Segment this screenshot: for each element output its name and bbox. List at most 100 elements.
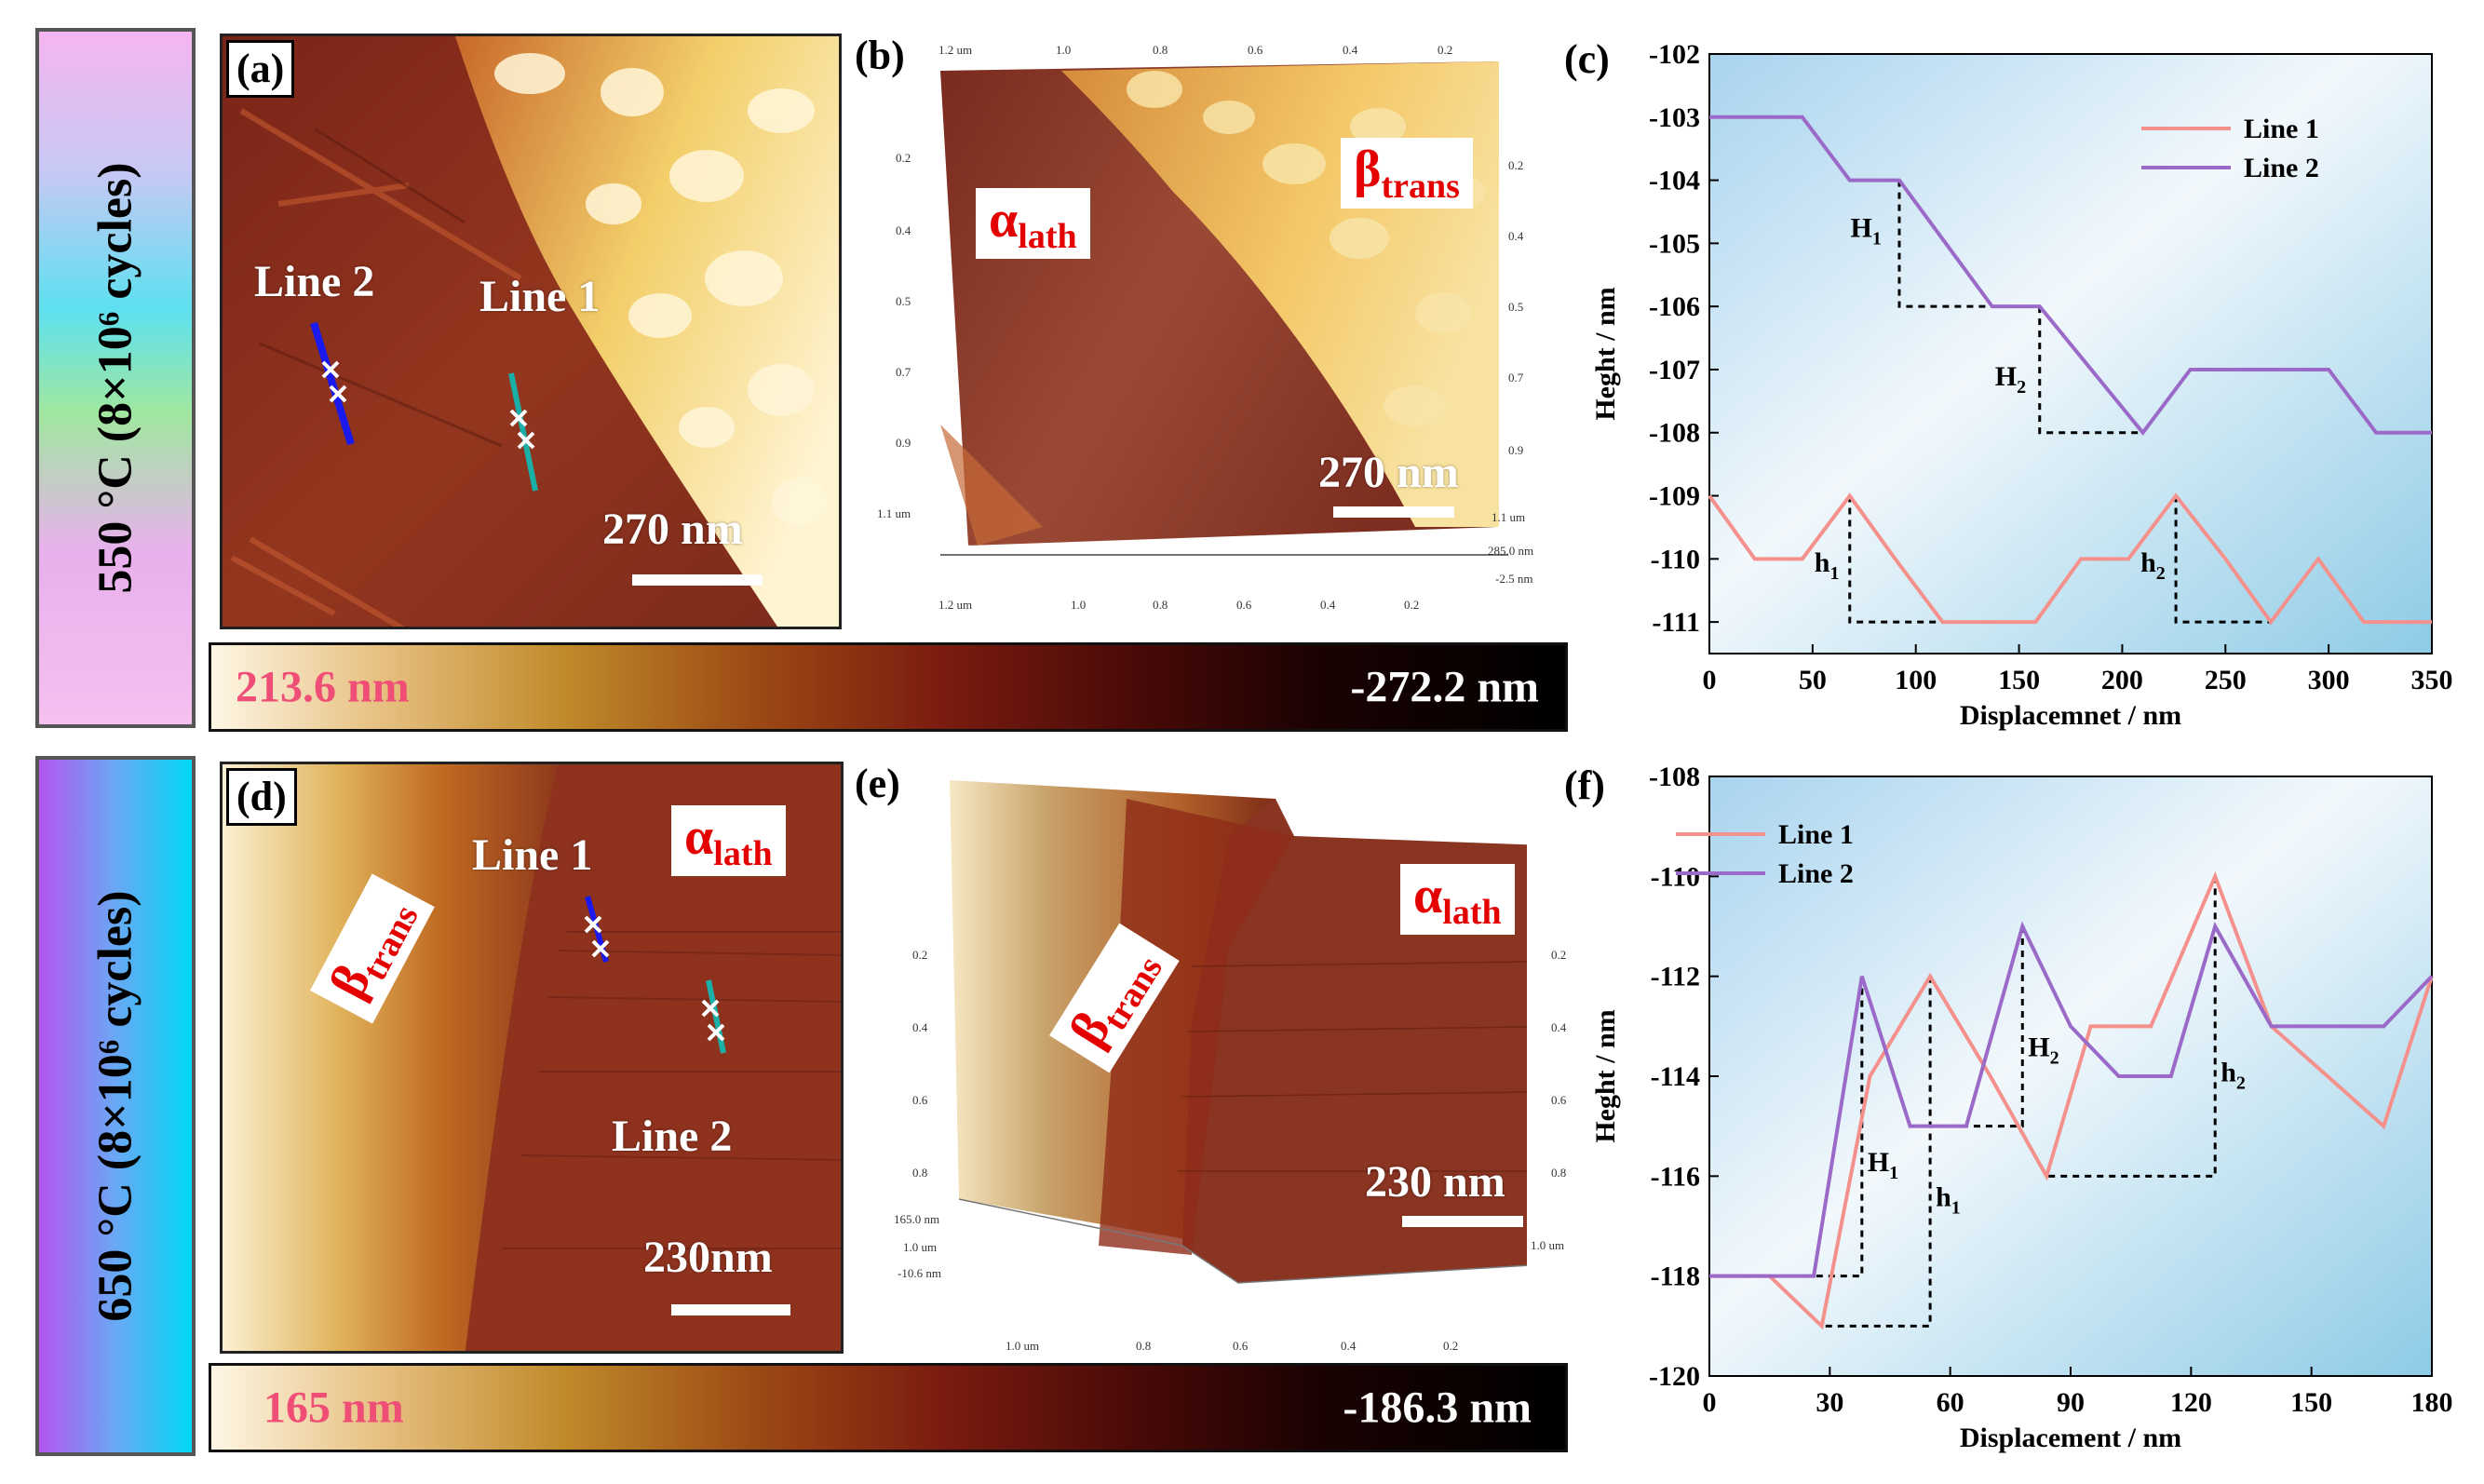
- y-tick-label: -111: [1652, 607, 1700, 638]
- x-tick-label: 30: [1816, 1387, 1843, 1418]
- axis-e-left-0: 0.2: [912, 948, 928, 962]
- panel-label-d: (d): [226, 768, 297, 826]
- alpha-sub-d: lath: [713, 834, 773, 874]
- step-guide: [2174, 495, 2272, 624]
- axis-b-bot-4: 0.4: [1320, 598, 1336, 612]
- row-label-650: 650 °C (8×10⁶ cycles): [35, 756, 196, 1456]
- annotation-main: h: [1815, 547, 1830, 578]
- axis-b-right-3: 0.7: [1508, 371, 1524, 384]
- x-axis-label: Displacement / nm: [1960, 1423, 2181, 1453]
- legend-label-2: Line 2: [2244, 153, 2319, 183]
- step-guide: [2038, 306, 2143, 435]
- x-tick-label: 150: [1998, 665, 2040, 695]
- x-tick-label: 250: [2205, 665, 2247, 695]
- y-tick-label: -103: [1649, 102, 1700, 133]
- axis-e-right-0: 0.2: [1551, 948, 1567, 962]
- axis-b-left-2: 0.5: [896, 294, 911, 308]
- axis-b-right-1: 0.4: [1508, 229, 1524, 243]
- axis-b-top-1: 1.0: [1056, 43, 1072, 57]
- beta-trans-label-b: βtrans: [1341, 138, 1473, 209]
- axis-b-right-0: 0.2: [1508, 158, 1524, 172]
- y-tick-label: -106: [1649, 291, 1700, 322]
- axis-b-right-7: -2.5 nm: [1495, 572, 1533, 586]
- annotation-h1: h1: [1936, 1182, 1961, 1219]
- axis-b-top-0: 1.2 um: [938, 43, 973, 57]
- colorbar-bottom: 165 nm -186.3 nm: [209, 1363, 1568, 1452]
- axis-b-bot-5: 0.2: [1404, 598, 1420, 612]
- colorbar-top-max: 213.6 nm: [236, 662, 410, 712]
- series-line-1: [1708, 492, 2432, 626]
- axis-e-bot-0: 1.0 um: [1006, 1339, 1040, 1353]
- x-tick-label: 200: [2101, 665, 2143, 695]
- axis-e-left-3: 0.8: [912, 1166, 928, 1180]
- y-tick-label: -110: [1651, 544, 1700, 574]
- annotation-H2: H2: [2028, 1032, 2059, 1069]
- scale-bar-label-a: 270 nm: [602, 505, 743, 554]
- line1-label-d: Line 1: [472, 830, 593, 880]
- scale-bar-label-d: 230nm: [643, 1233, 773, 1282]
- beta-b: β: [1354, 141, 1382, 198]
- x-tick-label: 90: [2057, 1387, 2085, 1418]
- alpha-d: α: [684, 808, 714, 866]
- alpha-sub-e: lath: [1442, 893, 1502, 933]
- panel-label: (c): [1564, 36, 1610, 82]
- x-tick-label: 300: [2308, 665, 2350, 695]
- annotation-main: H: [2028, 1032, 2049, 1063]
- line2-label-d: Line 2: [612, 1112, 733, 1161]
- y-tick-label: -108: [1649, 418, 1700, 449]
- annotation-h2: h2: [2221, 1057, 2246, 1093]
- panel-label: (f): [1564, 762, 1605, 808]
- axis-b-bot-0: 1.2 um: [938, 598, 973, 612]
- y-tick-label: -118: [1651, 1261, 1700, 1292]
- x-axis-label: Displacemnet / nm: [1960, 700, 2181, 731]
- axis-b-bot-1: 1.0: [1071, 598, 1087, 612]
- x-tick-label: 100: [1895, 665, 1937, 695]
- scale-bar-label-b: 270 nm: [1318, 448, 1459, 497]
- axis-b-left-5: 1.1 um: [877, 506, 911, 520]
- axis-e-right-4: 1.0 um: [1531, 1238, 1565, 1252]
- x-tick-label: 50: [1799, 665, 1827, 695]
- annotation-sub: 1: [1872, 229, 1882, 250]
- y-axis-label: Heght / nm: [1590, 287, 1621, 420]
- axis-e-bot-4: 0.2: [1443, 1339, 1459, 1353]
- annotation-sub: 2: [2236, 1073, 2246, 1093]
- chart-c: (c) 0 50 100 150 200 250 300 350 -102 -103 -104 -105…: [1564, 36, 2453, 731]
- axis-b-top-3: 0.6: [1248, 43, 1263, 57]
- x-tick-label: 150: [2290, 1387, 2332, 1418]
- afm-3d-b: (b) 1.2 um 1.0 0.8 0.6 0.4 0.2 0.2 0.4 0…: [855, 33, 1533, 629]
- series-line-2: [1709, 921, 2434, 1278]
- annotation-sub: 1: [1829, 563, 1839, 584]
- x-tick-label: 350: [2411, 665, 2453, 695]
- afm-image-d: (d) Line 1 Line 2 230nm αlath βtrans: [220, 762, 844, 1354]
- colorbar-bottom-min: -186.3 nm: [1343, 1383, 1532, 1433]
- legend-label-1: Line 1: [1778, 819, 1854, 850]
- panel-label-e: (e): [855, 761, 900, 806]
- axis-e-left-6: -10.6 nm: [898, 1266, 941, 1280]
- line1-label-a: Line 1: [479, 272, 601, 321]
- x-tick-label: 180: [2411, 1387, 2453, 1418]
- axis-b-bot-2: 0.8: [1153, 598, 1168, 612]
- y-tick-label: -116: [1651, 1161, 1700, 1192]
- y-tick-label: -105: [1649, 228, 1700, 259]
- step-guide: [1965, 926, 2024, 1128]
- row-label-650-text: 650 °C (8×10⁶ cycles): [88, 890, 142, 1322]
- afm-3d-e: (e) 0.2 0.4 0.6 0.8 165.0 nm 1.0 um -10.…: [855, 761, 1566, 1357]
- annotation-sub: 2: [2050, 1048, 2059, 1069]
- axis-b-top-5: 0.2: [1438, 43, 1453, 57]
- annotation-H1: H1: [1868, 1147, 1898, 1183]
- axis-b-left-0: 0.2: [896, 151, 911, 165]
- axis-b-right-4: 0.9: [1508, 443, 1524, 457]
- axis-b-top-4: 0.4: [1343, 43, 1358, 57]
- annotation-H1: H1: [1851, 213, 1882, 250]
- step-guide: [2046, 876, 2217, 1178]
- annotation-sub: 1: [1951, 1198, 1961, 1219]
- annotation-main: H: [1995, 361, 2017, 392]
- series-line-2: [1709, 115, 2432, 436]
- axis-e-bot-3: 0.4: [1341, 1339, 1357, 1353]
- scale-bar-label-e: 230 nm: [1365, 1157, 1505, 1207]
- axis-e-right-3: 0.8: [1551, 1166, 1567, 1180]
- y-tick-label: -109: [1649, 481, 1700, 512]
- step-guide: [1848, 495, 1943, 624]
- y-tick-label: -104: [1649, 166, 1700, 196]
- y-tick-label: -108: [1649, 762, 1700, 792]
